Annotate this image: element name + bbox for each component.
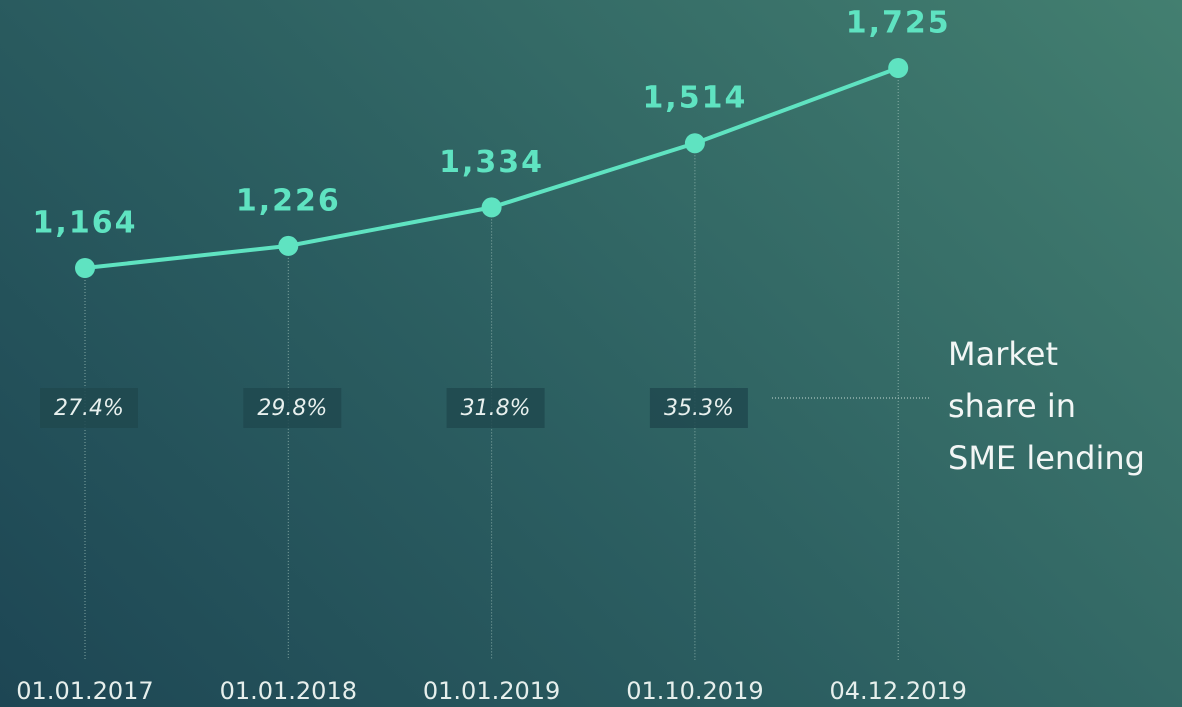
x-tick-label: 01.01.2017 <box>16 677 153 705</box>
share-label: 35.3% <box>664 396 734 421</box>
share-box <box>446 388 545 428</box>
point <box>75 258 95 278</box>
share-label: 27.4% <box>54 396 124 421</box>
data-label: 1,334 <box>439 145 544 180</box>
x-tick-label: 01.10.2019 <box>626 677 763 705</box>
point <box>278 235 299 256</box>
x-tick-label: 01.01.2018 <box>220 677 357 705</box>
annotation: share in <box>948 387 1076 425</box>
annotation: Market <box>948 335 1058 373</box>
data-label: 1,226 <box>236 183 341 218</box>
share-box <box>243 388 342 428</box>
point <box>481 197 502 218</box>
share-box <box>40 388 138 428</box>
share-label: 29.8% <box>257 396 327 421</box>
share-box <box>649 388 748 428</box>
annotation: SME lending <box>948 439 1145 477</box>
share-label: 31.8% <box>461 396 531 421</box>
point <box>888 58 909 78</box>
point <box>684 133 705 154</box>
data-label: 1,514 <box>642 81 747 116</box>
x-tick-label: 01.01.2019 <box>423 677 560 705</box>
x-tick-label: 04.12.2019 <box>829 677 966 705</box>
data-label: 1,725 <box>846 6 951 41</box>
data-label: 1,164 <box>33 206 138 241</box>
